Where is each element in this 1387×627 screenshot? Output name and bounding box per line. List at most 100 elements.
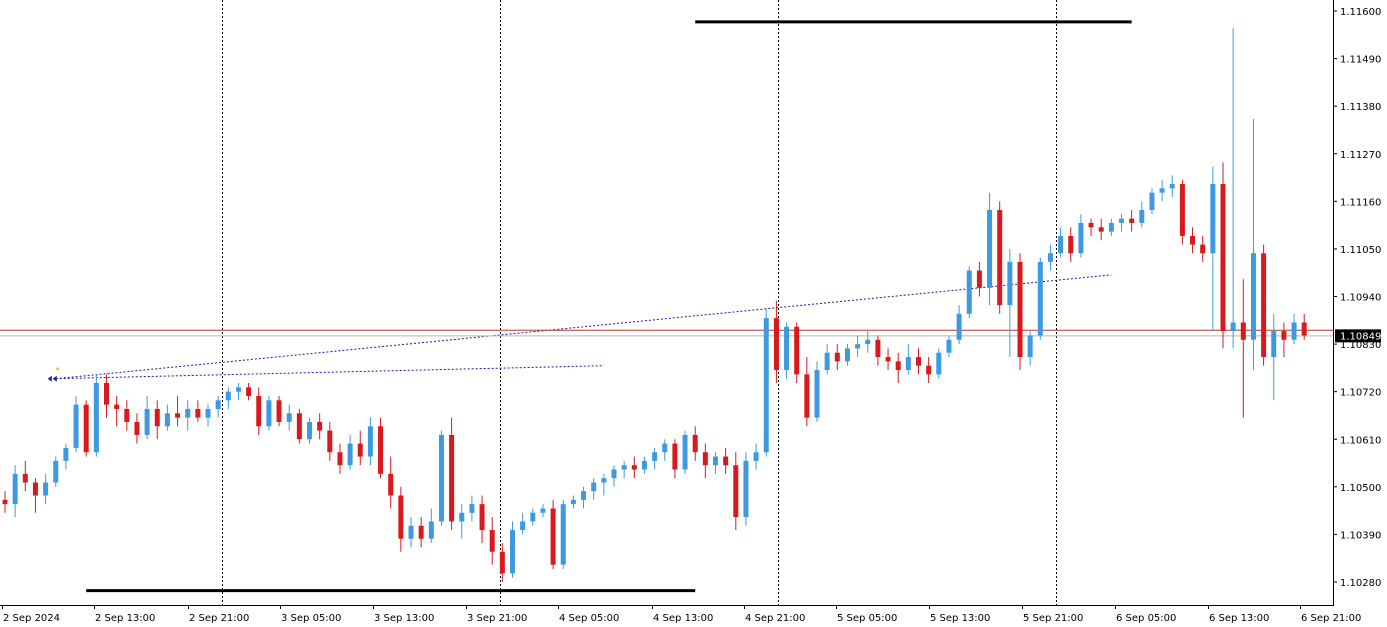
bullish-candle [185,408,191,418]
y-tick-label: 1.10280 [1340,578,1381,589]
y-tick-label: 1.10830 [1340,340,1381,351]
bearish-candle [1190,235,1196,245]
bearish-candle [1017,261,1023,358]
bearish-candle [337,452,343,466]
bearish-candle [418,525,424,539]
bullish-candle [1210,184,1216,254]
bullish-candle [1007,261,1013,306]
bullish-candle [459,512,465,522]
bullish-candle [581,491,587,500]
bullish-candle [235,387,241,392]
bullish-candle [510,530,515,574]
bullish-candle [1047,253,1053,262]
bullish-candle [73,404,79,448]
x-tick-label: 5 Sep 05:00 [837,613,897,624]
bearish-candle [895,361,901,371]
bullish-candle [946,339,952,353]
bearish-candle [449,434,455,522]
bearish-candle [1240,322,1246,340]
bearish-candle [997,209,1003,306]
bullish-candle [53,460,59,483]
time-axis[interactable]: 2 Sep 2024 2 Sep 13:00 2 Sep 21:00 3 Sep 05… [2,605,1362,624]
bullish-candle [662,443,668,453]
bullish-candle [1119,218,1124,223]
bullish-candle [266,400,272,427]
bearish-candle [357,443,363,457]
bearish-candle [479,504,485,531]
grid [222,0,1057,605]
y-tick-label: 1.11050 [1340,245,1381,256]
bullish-candle [1230,322,1236,332]
y-tick-label: 1.11160 [1340,197,1381,208]
bearish-candle [875,339,881,358]
bullish-candle [286,413,292,422]
trendlines[interactable] [55,274,1112,380]
bullish-candle [652,452,658,461]
bullish-candle [1250,253,1256,340]
bullish-candle [814,370,820,418]
bullish-candle [601,478,607,483]
current-price-tag-bg [1335,329,1381,343]
bearish-candle [256,395,262,427]
bullish-candle [1149,192,1155,210]
bullish-candle [743,460,749,518]
dotted-trendline[interactable] [55,365,604,380]
bullish-candle [1271,331,1277,358]
bullish-candle [93,383,99,453]
bearish-candle [1301,322,1307,336]
bullish-candle [570,499,576,505]
x-tick-label: 2 Sep 13:00 [95,613,155,624]
bearish-candle [1200,244,1206,254]
bearish-candle [388,473,394,496]
bearish-candle [317,421,323,431]
y-tick-label: 1.10500 [1340,483,1381,494]
bearish-candle [154,408,160,427]
x-tick-label: 3 Sep 13:00 [374,613,434,624]
bearish-candle [124,408,130,422]
bearish-candle [773,318,779,371]
bearish-candle [22,473,28,483]
bullish-candle [1139,209,1145,223]
bearish-candle [1088,222,1094,228]
bearish-candle [378,426,384,474]
bearish-candle [32,482,38,496]
bearish-candle [1220,184,1226,332]
bullish-candle [844,348,850,362]
x-tick-label: 5 Sep 21:00 [1023,613,1083,624]
y-tick-label: 1.10940 [1340,293,1381,304]
bearish-candle [1261,253,1267,358]
y-tick-label: 1.10390 [1340,530,1381,541]
bullish-candle [824,352,830,371]
bullish-candle [855,344,861,349]
bearish-candle [1179,184,1185,236]
bearish-candle [296,413,302,440]
bearish-candle [499,551,505,574]
bullish-candle [225,391,231,401]
bullish-candle [763,318,769,453]
y-tick-label: 1.11270 [1340,150,1381,161]
bullish-candle [520,521,526,531]
horizontal-levels[interactable] [86,20,1132,593]
x-tick-label: 6 Sep 05:00 [1116,613,1176,624]
bullish-candle [1291,322,1297,340]
price-lines [0,329,1333,337]
bearish-candle [104,383,109,405]
bullish-candle [1108,222,1114,232]
bullish-candle [1058,235,1064,254]
bearish-candle [550,508,556,565]
bullish-candle [1078,222,1084,254]
bullish-candle [438,434,444,522]
price-axis[interactable]: 1.11600 1.11490 1.11380 1.11270 1.11160 1.110… [1333,7,1381,589]
y-tick-label: 1.10720 [1340,388,1381,399]
bearish-candle [195,408,201,418]
bearish-candle [702,452,708,466]
y-tick-label: 1.10610 [1340,435,1381,446]
bullish-candle [367,426,373,457]
bullish-candle [205,408,211,418]
candles [2,28,1307,582]
bullish-candle [956,313,962,340]
dotted-trendline[interactable] [55,274,1112,380]
bearish-candle [83,404,89,453]
